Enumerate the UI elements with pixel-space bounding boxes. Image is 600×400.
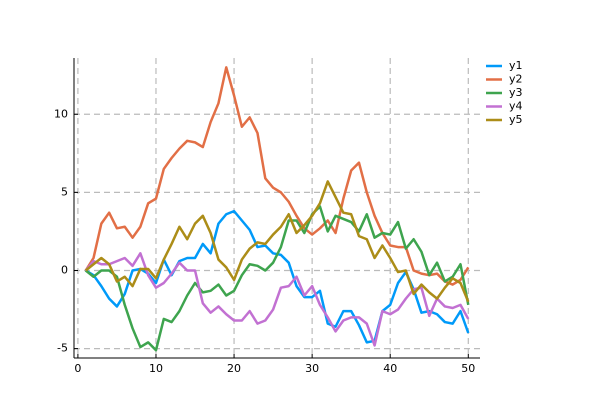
series-line bbox=[84, 66, 470, 286]
series-line bbox=[84, 252, 470, 347]
x-tick-label: 30 bbox=[305, 362, 319, 375]
series-line bbox=[84, 205, 470, 352]
x-tick-label: 20 bbox=[227, 362, 241, 375]
x-tick-label: 10 bbox=[149, 362, 163, 375]
y-tick-label: 10 bbox=[54, 107, 68, 120]
series-line bbox=[84, 180, 470, 303]
x-tick-label: 40 bbox=[383, 362, 397, 375]
y-tick-label: 0 bbox=[61, 264, 68, 277]
legend-label: y3 bbox=[509, 86, 523, 99]
x-tick-label: 0 bbox=[74, 362, 81, 375]
legend-label: y1 bbox=[509, 59, 523, 72]
y-tick-label: 5 bbox=[61, 185, 68, 198]
legend-label: y5 bbox=[509, 113, 523, 126]
legend-label: y4 bbox=[509, 100, 523, 113]
legend-label: y2 bbox=[509, 73, 523, 86]
x-tick-label: 50 bbox=[461, 362, 475, 375]
y-tick-label: -5 bbox=[57, 342, 68, 355]
